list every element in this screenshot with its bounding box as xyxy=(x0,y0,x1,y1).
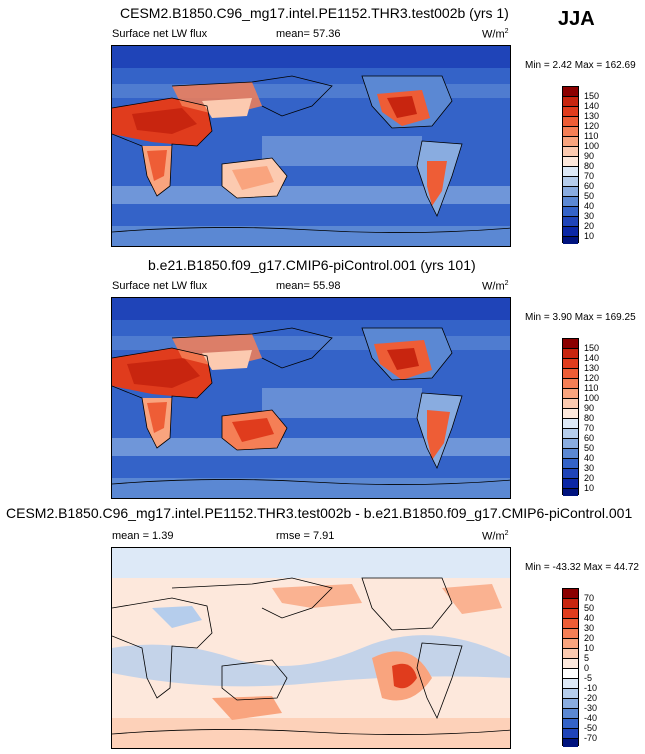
panel1-mean-label: mean= 57.36 xyxy=(276,28,341,40)
panel3-cb-tick: -20 xyxy=(584,693,598,703)
panel2-cb-tick: 60 xyxy=(584,433,595,443)
panel3-units: W/m2 xyxy=(482,530,509,543)
panel1-map xyxy=(111,45,511,247)
panel3-title: CESM2.B1850.C96_mg17.intel.PE1152.THR3.t… xyxy=(6,505,633,521)
panel1-colorbar xyxy=(562,86,579,244)
panel2-colorbar xyxy=(562,338,579,496)
panel2-map xyxy=(111,297,511,499)
panel2-cb-tick: 10 xyxy=(584,483,595,493)
panel3-cb-tick: -10 xyxy=(584,683,598,693)
panel2-mean-label: mean= 55.98 xyxy=(276,280,341,292)
panel2-variable-label: Surface net LW flux xyxy=(112,280,208,292)
panel2-cb-tick: 100 xyxy=(584,393,600,403)
panel2-cb-tick: 80 xyxy=(584,413,595,423)
panel1-title: CESM2.B1850.C96_mg17.intel.PE1152.THR3.t… xyxy=(120,5,509,21)
panel2-cb-tick: 110 xyxy=(584,383,599,393)
panel1-cb-tick: 30 xyxy=(584,211,595,221)
season-label: JJA xyxy=(558,8,595,30)
panel1-cb-tick: 100 xyxy=(584,141,600,151)
panel1-cb-tick: 40 xyxy=(584,201,595,211)
panel2-cb-tick: 140 xyxy=(584,353,600,363)
panel3-cb-tick: 10 xyxy=(584,643,595,653)
panel2-cb-tick: 20 xyxy=(584,473,595,483)
panel1-cb-tick: 90 xyxy=(584,151,595,161)
panel2-cb-tick: 40 xyxy=(584,453,595,463)
panel3-cb-tick: -40 xyxy=(584,713,598,723)
panel3-cb-tick: 50 xyxy=(584,603,595,613)
panel1-cb-tick: 20 xyxy=(584,221,595,231)
panel1-cb-tick: 150 xyxy=(584,91,600,101)
panel1-cb-tick: 10 xyxy=(584,231,595,241)
panel2-cb-tick: 70 xyxy=(584,423,595,433)
panel1-cb-tick: 110 xyxy=(584,131,599,141)
panel1-cb-tick: 140 xyxy=(584,101,600,111)
panel3-cb-tick: 5 xyxy=(584,653,590,663)
panel2-cb-tick: 30 xyxy=(584,463,595,473)
panel3-mean-label: mean = 1.39 xyxy=(112,530,174,542)
panel1-minmax: Min = 2.42 Max = 162.69 xyxy=(525,60,636,71)
panel2-title: b.e21.B1850.f09_g17.CMIP6-piControl.001 … xyxy=(148,257,476,273)
panel3-cb-tick: 40 xyxy=(584,613,595,623)
panel1-cb-tick: 130 xyxy=(584,111,600,121)
panel1-units: W/m2 xyxy=(482,28,509,41)
panel1-cb-tick: 120 xyxy=(584,121,600,131)
panel3-cb-tick: 30 xyxy=(584,623,595,633)
panel3-colorbar xyxy=(562,588,579,747)
panel2-cb-tick: 50 xyxy=(584,443,595,453)
panel3-cb-tick: 0 xyxy=(584,663,590,673)
panel2-cb-tick: 130 xyxy=(584,363,600,373)
panel3-minmax: Min = -43.32 Max = 44.72 xyxy=(525,562,639,573)
panel3-cb-tick: -50 xyxy=(584,723,598,733)
panel2-minmax: Min = 3.90 Max = 169.25 xyxy=(525,312,636,323)
panel1-variable-label: Surface net LW flux xyxy=(112,28,208,40)
panel3-cb-tick: -70 xyxy=(584,733,598,743)
panel3-cb-tick: 70 xyxy=(584,593,595,603)
panel3-cb-tick: -5 xyxy=(584,673,593,683)
panel3-cb-tick: 20 xyxy=(584,633,595,643)
panel3-cb-tick: -30 xyxy=(584,703,598,713)
panel2-cb-tick: 120 xyxy=(584,373,600,383)
panel3-rmse-label: rmse = 7.91 xyxy=(276,530,335,542)
panel2-cb-tick: 90 xyxy=(584,403,595,413)
panel1-cb-tick: 60 xyxy=(584,181,595,191)
panel1-cb-tick: 50 xyxy=(584,191,595,201)
panel1-cb-tick: 70 xyxy=(584,171,595,181)
panel2-cb-tick: 150 xyxy=(584,343,600,353)
panel1-cb-tick: 80 xyxy=(584,161,595,171)
panel3-map xyxy=(111,547,511,749)
panel2-units: W/m2 xyxy=(482,280,509,293)
